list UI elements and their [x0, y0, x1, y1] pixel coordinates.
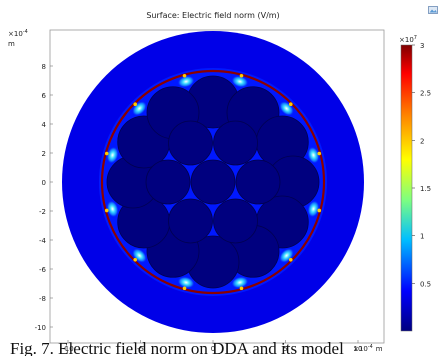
- y-tick-label: -4: [39, 237, 47, 245]
- x-tick-label: 0: [211, 345, 215, 353]
- field-peak: [317, 151, 322, 156]
- field-peak: [104, 208, 109, 213]
- field-hotspot: [177, 75, 195, 88]
- conductor-strand: [213, 120, 258, 166]
- colorbar-exponent: ×107: [399, 35, 417, 44]
- field-hotspot: [307, 146, 320, 164]
- field-peak: [182, 73, 187, 78]
- y-tick-label: 8: [42, 63, 46, 71]
- field-peak: [288, 102, 293, 107]
- x-exponent: ×10-4 m: [353, 344, 383, 353]
- y-exponent: ×10-4: [8, 29, 28, 38]
- field-hotspot: [106, 200, 119, 218]
- colorbar-tick-label: 1: [420, 233, 424, 241]
- conductor-strand: [213, 198, 258, 244]
- field-hotspot: [106, 146, 119, 164]
- field-peak: [133, 102, 138, 107]
- x-axis-ticks: -10 -5 0 5 10: [62, 340, 362, 353]
- x-tick-label: -10: [62, 345, 73, 353]
- y-tick-label: 0: [42, 179, 46, 187]
- conductor-strand: [235, 159, 281, 205]
- field-peak: [104, 151, 109, 156]
- conductor-strand: [168, 198, 213, 244]
- image-export-icon[interactable]: [428, 6, 438, 14]
- conductor-boundary: [100, 69, 326, 295]
- field-peak: [239, 286, 244, 291]
- colorbar-tick-label: 2.5: [420, 90, 431, 98]
- y-axis-ticks: 8 6 4 2 0 -2 -4 -6 -8 -10: [35, 63, 53, 332]
- field-peak: [239, 73, 244, 78]
- y-tick-label: -10: [35, 324, 46, 332]
- hotspot-layer: [104, 73, 322, 291]
- field-peak: [317, 208, 322, 213]
- colorbar-tick-label: 3: [420, 42, 424, 50]
- colorbar-tick-label: 2: [420, 137, 424, 145]
- field-hotspot: [231, 276, 249, 289]
- y-unit: m: [8, 40, 15, 48]
- conductor-strand: [190, 159, 236, 205]
- field-hotspot: [307, 200, 320, 218]
- y-tick-label: 2: [42, 150, 46, 158]
- field-hotspot: [231, 75, 249, 88]
- x-tick-label: 5: [283, 345, 287, 353]
- strand-layer: [106, 75, 320, 289]
- y-tick-label: -8: [39, 295, 46, 303]
- field-hotspot: [177, 276, 195, 289]
- colorbar: [400, 44, 413, 332]
- colorbar-ticks: 3 2.5 2 1.5 1 0.5: [412, 42, 431, 288]
- conductor-strand: [168, 120, 213, 166]
- figure-caption: Fig. 7. Electric field norm on DDA and i…: [10, 340, 344, 356]
- field-peak: [288, 257, 293, 262]
- colorbar-tick-label: 1.5: [420, 185, 431, 193]
- y-tick-label: 6: [42, 92, 47, 100]
- field-peak: [133, 257, 138, 262]
- y-tick-label: -6: [39, 266, 47, 274]
- field-peak: [182, 286, 187, 291]
- x-tick-label: -5: [137, 345, 144, 353]
- y-tick-label: -2: [39, 208, 46, 216]
- colorbar-tick-label: 0.5: [420, 280, 431, 288]
- conductor-strand: [145, 159, 191, 205]
- y-tick-label: 4: [42, 121, 47, 129]
- plot-title: Surface: Electric field norm (V/m): [146, 11, 279, 20]
- x-tick-label: 10: [354, 345, 363, 353]
